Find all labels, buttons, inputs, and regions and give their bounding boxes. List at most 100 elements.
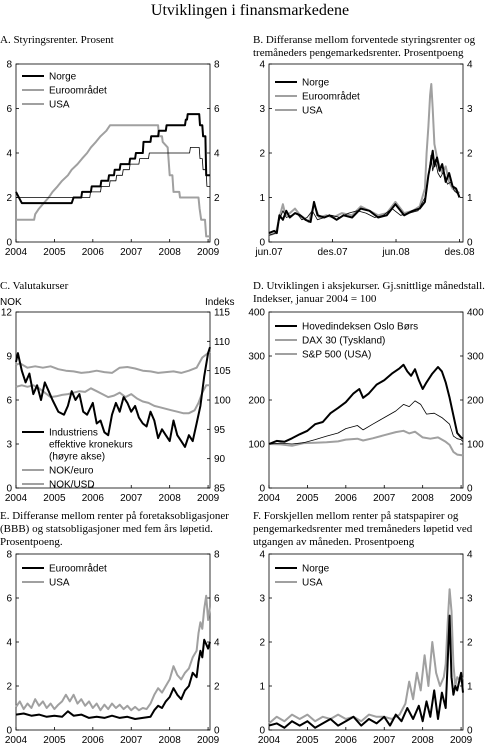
- chart-svg: 0 1 2 3 4 0 1 2 3 4 jun.07 des.07 jun.08 des.08 Norge E…: [254, 60, 475, 259]
- y-tick-label-right: 110: [214, 337, 230, 348]
- chart-svg: 0 100 200 300 400 0 100 200 300 400 2004 2005 2006 20…: [248, 308, 484, 505]
- y-tick-label-right: 100: [467, 440, 484, 451]
- y-tick-label-right: 85: [214, 484, 226, 495]
- y-tick-label: 6: [6, 104, 12, 115]
- x-tick-label: 2008: [159, 493, 182, 504]
- y-tick-label: 4: [6, 638, 12, 649]
- x-tick-label: 2004: [258, 493, 281, 504]
- y-tick-label-right: 8: [214, 60, 220, 71]
- chart-title: B. Differanse mellom forventede styrings…: [253, 34, 476, 59]
- chart-svg: 0 1 2 3 4 0 1 2 3 4 2004 2005 2006 2007 2008 2009 Norge U…: [258, 550, 473, 747]
- chart-title: D. Utviklingen i aksjekurser. Gj.snittli…: [253, 280, 485, 305]
- y-tick-label: 6: [6, 594, 12, 605]
- y-tick-label-right: 6: [214, 594, 220, 605]
- legend-label: Norge: [302, 564, 330, 575]
- y-tick-label-right: 3: [467, 104, 473, 115]
- y-tick-label: 0: [259, 726, 265, 737]
- y-tick-label: 9: [6, 352, 12, 363]
- y-tick-label: 4: [259, 60, 265, 71]
- y-tick-label-right: 2: [214, 193, 220, 204]
- x-tick-label: 2004: [258, 735, 281, 746]
- x-tick-label: 2005: [43, 735, 66, 746]
- legend-label: Norge: [49, 72, 77, 83]
- x-tick-label: 2004: [5, 247, 28, 258]
- y-tick-label: 3: [259, 104, 265, 115]
- y-tick-label: 6: [6, 396, 12, 407]
- y-tick-label-right: 0: [214, 726, 220, 737]
- y-tick-label-right: 95: [214, 425, 226, 436]
- y-tick-label-right: 200: [467, 396, 484, 407]
- chart-title: C. Valutakurser: [0, 280, 69, 292]
- x-tick-label: 2005: [296, 735, 319, 746]
- series-line-norge: [15, 113, 210, 205]
- series-line-usa: [15, 594, 211, 712]
- y-tick-label-right: 3: [467, 594, 473, 605]
- y-tick-label-right: 2: [467, 638, 473, 649]
- y-axis-unit-left: NOK: [0, 297, 22, 308]
- y-tick-label-right: 0: [467, 484, 473, 495]
- legend-label: USA: [302, 578, 323, 589]
- x-tick-label: 2009: [197, 247, 220, 258]
- x-tick-label: 2008: [412, 493, 435, 504]
- chart-svg: 0 2 4 6 8 0 2 4 6 8 2004 2005 2006 2007 2008 2009 Norge E…: [5, 60, 220, 259]
- series-line-hovedindeksen-oslo-b-rs: [268, 363, 464, 445]
- x-tick-label: 2007: [120, 735, 143, 746]
- y-tick-label: 1: [259, 193, 265, 204]
- x-tick-label: 2007: [373, 493, 396, 504]
- x-tick-label: 2008: [159, 735, 182, 746]
- y-tick-label-right: 105: [214, 366, 231, 377]
- legend-label: DAX 30 (Tyskland): [302, 336, 385, 347]
- x-tick-label: 2005: [43, 247, 66, 258]
- legend-label: NOK/USD: [49, 480, 95, 491]
- legend-label: Euroområdet: [302, 91, 360, 103]
- x-tick-label: 2005: [296, 493, 319, 504]
- legend-label: Euroområdet: [49, 563, 107, 575]
- legend-label: S&P 500 (USA): [302, 350, 371, 361]
- legend-label: USA: [302, 106, 323, 117]
- x-tick-label: des.07: [317, 247, 347, 258]
- y-tick-label-right: 2: [467, 149, 473, 160]
- y-tick-label-right: 0: [467, 726, 473, 737]
- chart-svg: 0 2 4 6 8 0 2 4 6 8 2004 2005 2006 2007 2008 2009 Euroom…: [5, 550, 220, 747]
- legend-label: Euroområdet: [49, 85, 107, 97]
- y-tick-label-right: 90: [214, 454, 226, 465]
- x-tick-label: 2008: [412, 735, 435, 746]
- y-tick-label-right: 2: [214, 682, 220, 693]
- y-tick-label: 2: [6, 682, 12, 693]
- y-tick-label: 2: [6, 193, 12, 204]
- y-tick-label-right: 1: [467, 682, 473, 693]
- y-tick-label: 0: [259, 238, 265, 249]
- y-tick-label-right: 4: [214, 149, 220, 160]
- x-tick-label: 2009: [197, 493, 220, 504]
- y-tick-label: 0: [6, 484, 12, 495]
- y-tick-label: 100: [248, 440, 265, 451]
- x-tick-label: 2006: [335, 735, 358, 746]
- series-line-euroomr-det: [15, 638, 211, 720]
- y-tick-label: 400: [248, 308, 265, 319]
- series-line-usa: [16, 124, 210, 238]
- x-tick-label: 2006: [335, 493, 358, 504]
- legend-label: Hovedindeksen Oslo Børs: [302, 322, 418, 333]
- y-tick-label: 2: [259, 638, 265, 649]
- x-tick-label: 2009: [450, 493, 473, 504]
- legend-label: USA: [49, 578, 70, 589]
- y-tick-label: 200: [248, 396, 265, 407]
- x-tick-label: 2007: [373, 735, 396, 746]
- x-tick-label: jun.07: [254, 247, 283, 258]
- y-tick-label-right: 0: [467, 238, 473, 249]
- legend-label: Industriens effektive kronekurs (høyre aks…: [49, 428, 133, 463]
- legend-label: NOK/euro: [49, 466, 94, 477]
- y-tick-label: 3: [259, 594, 265, 605]
- y-tick-label-right: 4: [467, 550, 473, 561]
- series-line-industriens-effektive-kronekurs-h-yre-akse: [15, 346, 211, 448]
- x-tick-label: 2004: [5, 735, 28, 746]
- series-line-nok-euro: [15, 350, 211, 374]
- legend-label: USA: [49, 100, 70, 111]
- y-axis-unit-right: Indeks: [205, 297, 235, 308]
- y-tick-label: 12: [1, 308, 13, 319]
- plot-frame: [268, 553, 464, 731]
- x-tick-label: 2009: [450, 735, 473, 746]
- series-line-norge: [268, 149, 461, 235]
- x-tick-label: 2007: [120, 247, 143, 258]
- y-tick-label-right: 8: [214, 550, 220, 561]
